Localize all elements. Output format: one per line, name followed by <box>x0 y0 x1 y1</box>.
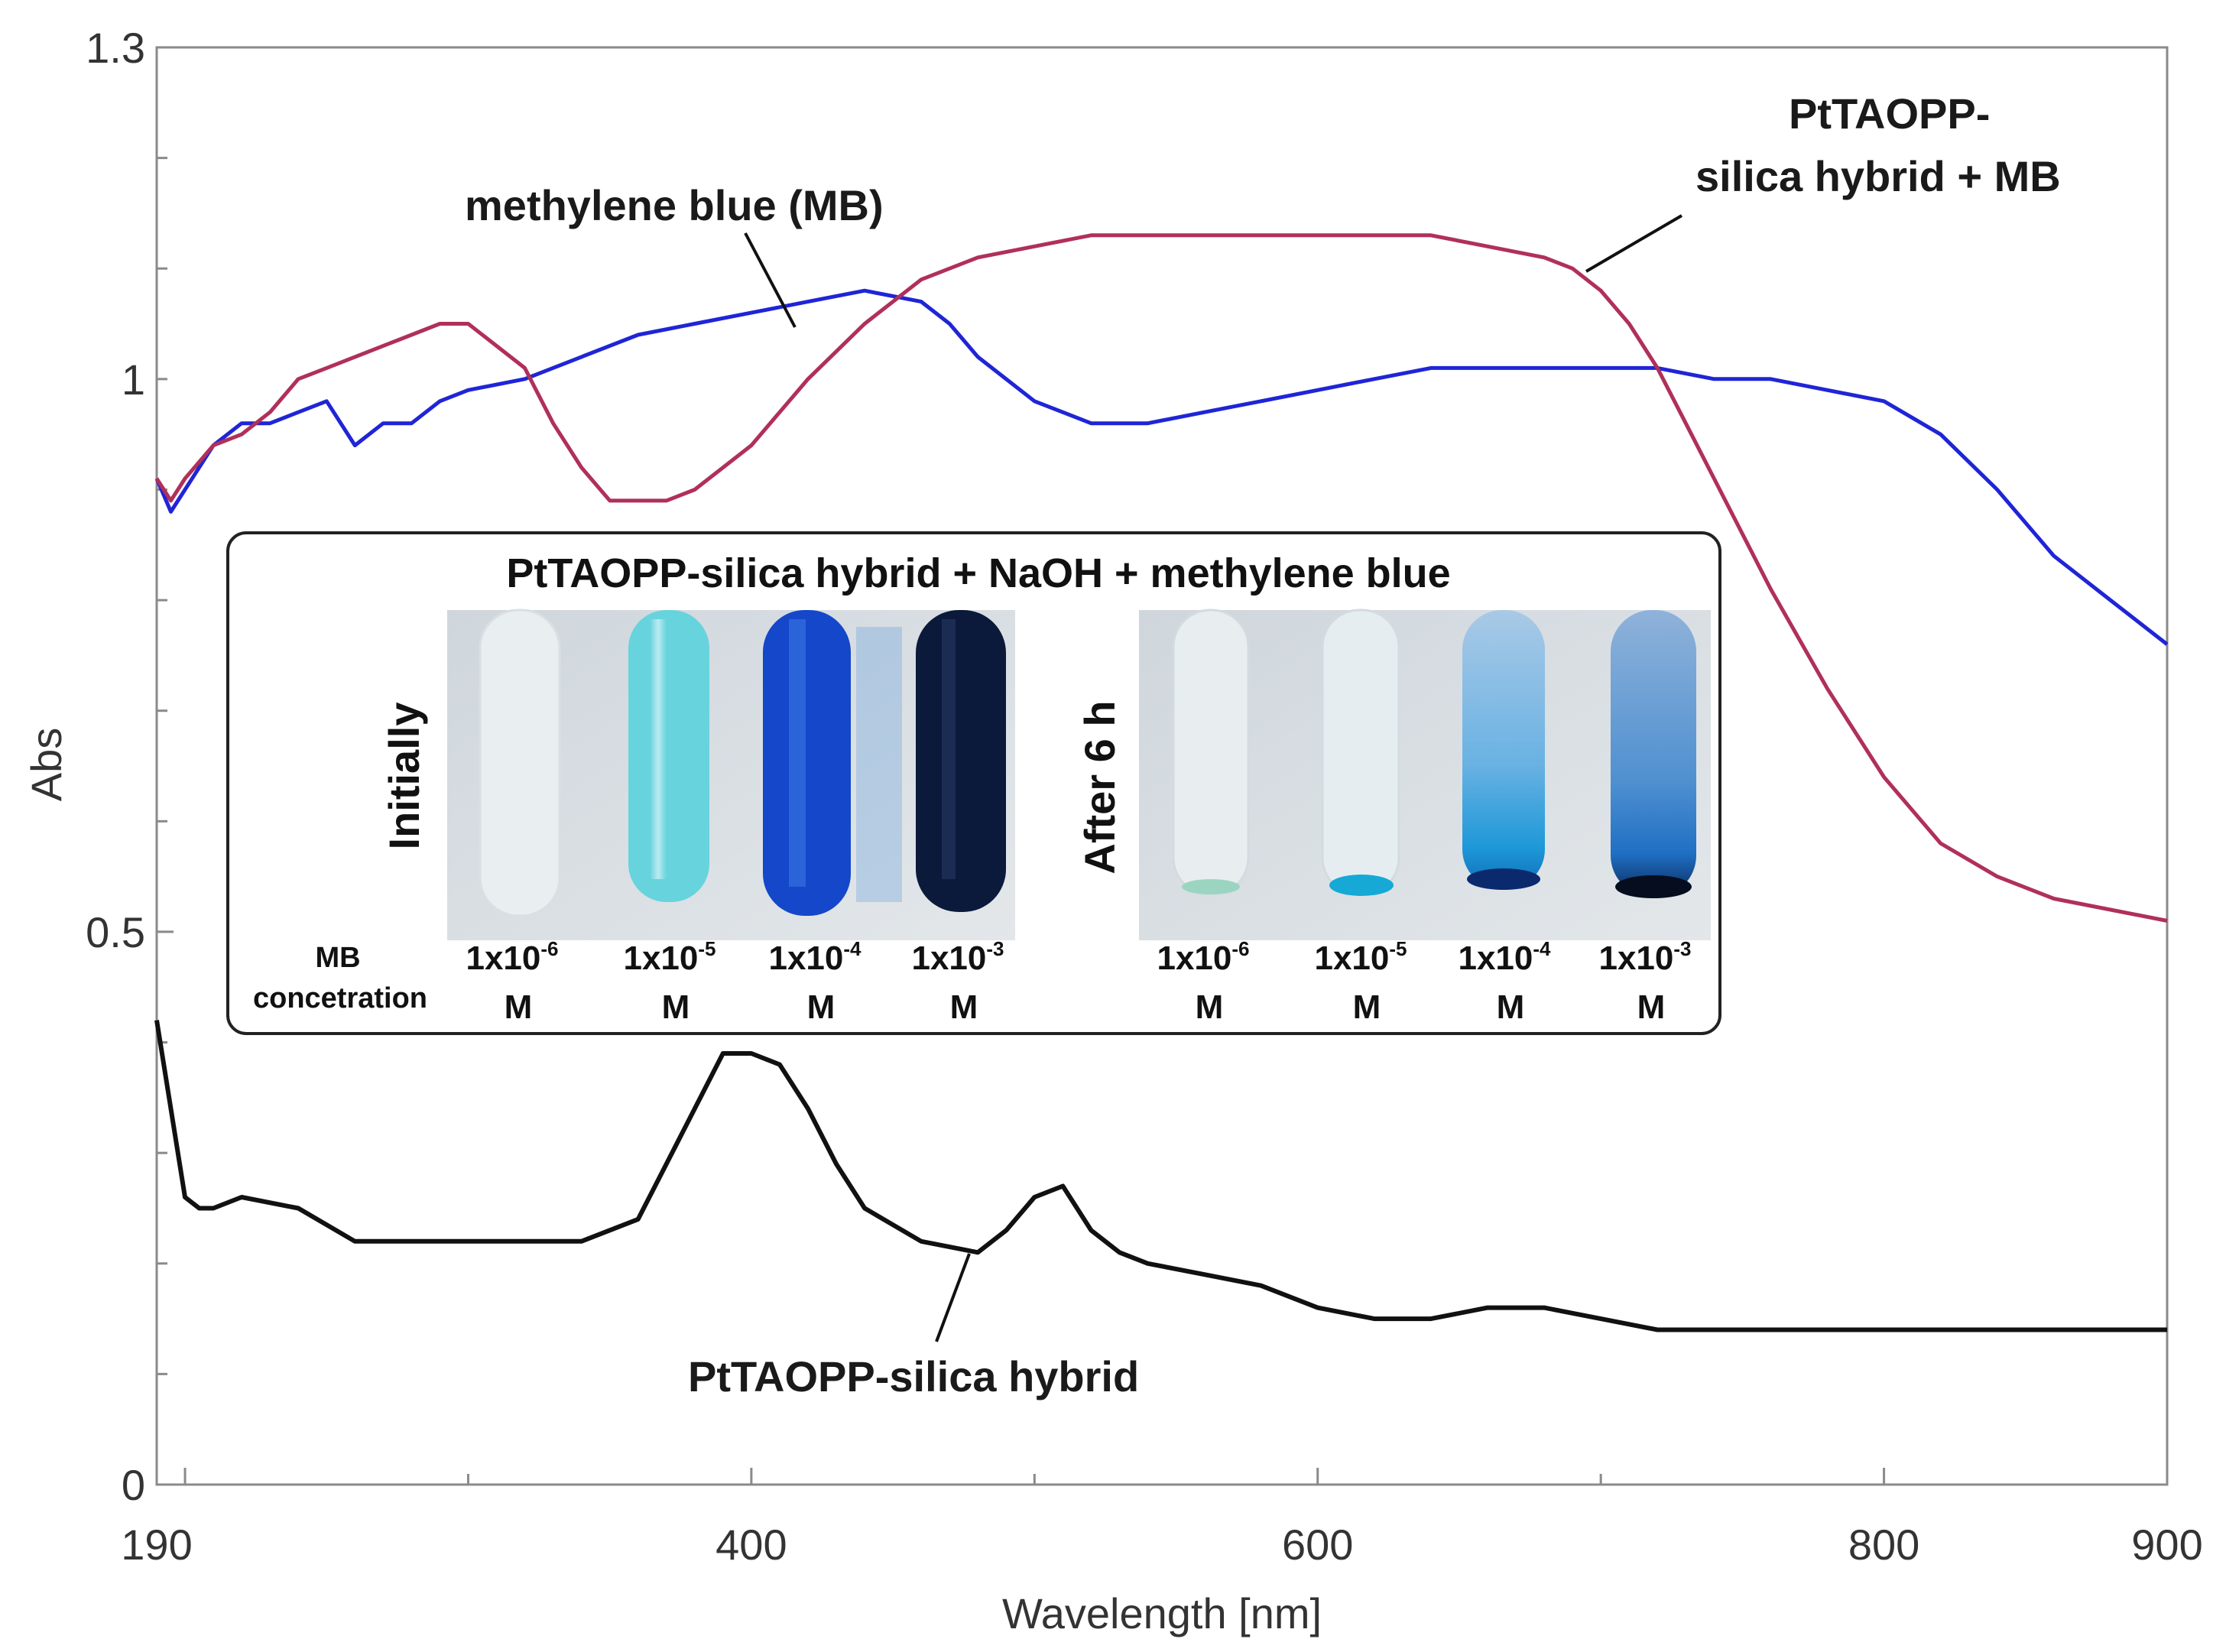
inset-title: PtTAOPP-silica hybrid + NaOH + methylene… <box>506 550 1450 596</box>
concentration-value: 1x10-6 <box>1157 937 1249 977</box>
annotation-hybrid-plus-mb: PtTAOPP- silica hybrid + MB <box>1585 89 2061 273</box>
panel-label-initially: Initially <box>380 703 428 850</box>
concentration-value: 1x10-5 <box>623 937 715 977</box>
concentration-value: 1x10-3 <box>1598 937 1691 977</box>
concentration-value: 1x10-6 <box>466 937 558 977</box>
y-tick-label: 1 <box>122 355 145 404</box>
x-tick-label: 600 <box>1282 1521 1353 1569</box>
concentration-unit: M <box>1637 988 1666 1026</box>
leader-line <box>1585 214 1683 273</box>
concentration-value: 1x10-4 <box>1458 937 1551 977</box>
x-tick-label: 190 <box>121 1521 192 1569</box>
photo-after-6h <box>1139 609 1711 940</box>
x-tick-label: 900 <box>2131 1521 2202 1569</box>
x-tick-label: 400 <box>715 1521 787 1569</box>
y-axis-title: Abs <box>22 728 70 802</box>
series-line-hybrid <box>154 1020 2167 1332</box>
y-tick-label: 0.5 <box>86 908 145 956</box>
concentration-labels-right: 1x10-6 M 1x10-5 M 1x10-4 M 1x10-3 M <box>1157 937 1691 1026</box>
concentration-unit: M <box>950 988 978 1026</box>
concentration-label: MB <box>315 942 360 974</box>
x-tick-labels: 190 400 600 800 900 <box>121 1521 2202 1569</box>
series-line-hybrid-plus-mb <box>154 233 2168 923</box>
concentration-label: concetration <box>253 982 427 1014</box>
leader-line <box>744 232 797 328</box>
concentration-value: 1x10-4 <box>768 937 862 977</box>
x-axis-title: Wavelength [nm] <box>1002 1589 1322 1637</box>
annotation-label: methylene blue (MB) <box>465 181 884 229</box>
annotation-methylene-blue: methylene blue (MB) <box>465 181 884 328</box>
y-tick-label: 0 <box>122 1461 145 1509</box>
y-tick-label: 1.3 <box>86 24 145 72</box>
annotation-label: PtTAOPP-silica hybrid <box>688 1352 1139 1400</box>
concentration-unit: M <box>1196 988 1224 1026</box>
x-tick-label: 800 <box>1848 1521 1919 1569</box>
annotation-label: PtTAOPP- <box>1789 89 1990 138</box>
concentration-unit: M <box>1497 988 1525 1026</box>
inset-panel: PtTAOPP-silica hybrid + NaOH + methylene… <box>226 531 1721 1035</box>
concentration-unit: M <box>662 988 690 1026</box>
plot-frame <box>155 46 2169 1486</box>
concentration-value: 1x10-3 <box>911 937 1004 977</box>
concentration-labels-left: 1x10-6 M 1x10-5 M 1x10-4 M 1x10-3 M <box>466 937 1004 1026</box>
concentration-unit: M <box>807 988 836 1026</box>
photo-initially <box>447 609 1015 940</box>
concentration-unit: M <box>505 988 533 1026</box>
y-tick-labels: 0 0.5 1 1.3 <box>86 24 145 1509</box>
concentration-unit: M <box>1353 988 1381 1026</box>
concentration-value: 1x10-5 <box>1314 937 1407 977</box>
annotation-label: silica hybrid + MB <box>1695 152 2061 200</box>
leader-line <box>935 1253 971 1342</box>
annotation-hybrid: PtTAOPP-silica hybrid <box>688 1253 1139 1400</box>
panel-label-after-6h: After 6 h <box>1076 700 1124 874</box>
series-line-methylene-blue <box>154 288 2169 646</box>
